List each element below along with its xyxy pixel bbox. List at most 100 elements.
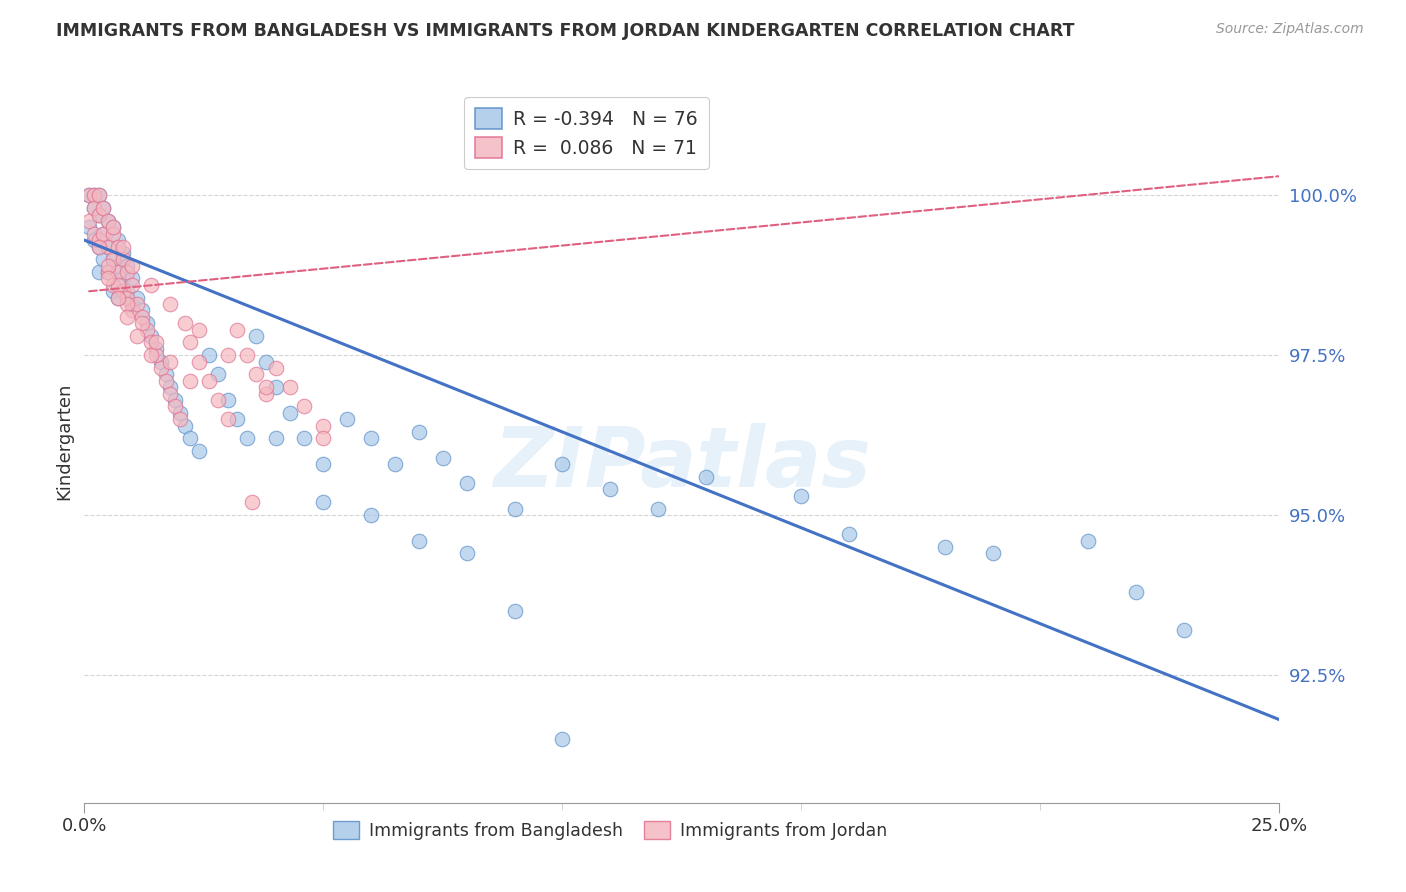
Point (111, 252, 134, 267)
Point (790, 489, 813, 503)
Point (551, 457, 574, 471)
Point (87, 239, 110, 253)
Point (83, 188, 105, 202)
Point (278, 380, 301, 394)
Point (155, 374, 177, 388)
Point (87, 233, 110, 247)
Point (125, 297, 148, 311)
Point (981, 546, 1004, 560)
Point (141, 335, 163, 350)
Point (83, 201, 105, 215)
Point (107, 291, 129, 305)
Point (1077, 533, 1099, 548)
Point (360, 431, 382, 445)
Point (83, 227, 105, 241)
Point (145, 342, 167, 356)
Point (117, 285, 139, 299)
Point (87, 208, 110, 222)
Point (101, 252, 124, 267)
Point (97, 239, 120, 253)
Text: IMMIGRANTS FROM BANGLADESH VS IMMIGRANTS FROM JORDAN KINDERGARTEN CORRELATION CH: IMMIGRANTS FROM BANGLADESH VS IMMIGRANTS… (56, 22, 1074, 40)
Point (135, 323, 157, 337)
Point (141, 348, 163, 362)
Point (245, 368, 267, 382)
Point (97, 265, 120, 279)
Point (503, 604, 526, 618)
Point (169, 406, 191, 420)
Point (145, 348, 167, 362)
Point (360, 508, 382, 522)
Point (173, 418, 195, 433)
Point (934, 540, 956, 554)
Text: Source: ZipAtlas.com: Source: ZipAtlas.com (1216, 22, 1364, 37)
Point (97, 265, 120, 279)
Point (77, 188, 100, 202)
Point (217, 412, 239, 426)
Point (77, 220, 100, 235)
Point (432, 450, 454, 465)
Point (87, 188, 110, 202)
Point (312, 457, 335, 471)
Point (135, 316, 157, 330)
Point (111, 285, 134, 299)
Point (101, 277, 124, 292)
Point (125, 291, 148, 305)
Point (384, 457, 406, 471)
Point (93, 252, 115, 267)
Point (165, 400, 187, 414)
Point (121, 277, 143, 292)
Point (131, 310, 153, 324)
Point (83, 188, 105, 202)
Point (179, 431, 201, 445)
Point (647, 501, 669, 516)
Point (77, 188, 100, 202)
Point (145, 335, 167, 350)
Point (125, 329, 148, 343)
Point (111, 246, 134, 260)
Point (599, 483, 621, 497)
Point (456, 476, 478, 491)
Point (93, 201, 115, 215)
Point (240, 495, 263, 509)
Point (312, 495, 335, 509)
Text: ZIPatlas: ZIPatlas (494, 423, 870, 504)
Point (149, 354, 172, 368)
Point (141, 329, 163, 343)
Point (207, 392, 229, 407)
Point (117, 265, 139, 279)
Point (207, 368, 229, 382)
Point (87, 239, 110, 253)
Point (93, 227, 115, 241)
Point (117, 291, 139, 305)
Point (159, 354, 181, 368)
Point (101, 285, 124, 299)
Point (551, 731, 574, 746)
Point (254, 386, 277, 401)
Point (226, 323, 249, 337)
Point (101, 252, 124, 267)
Point (278, 406, 301, 420)
Point (165, 392, 187, 407)
Point (155, 368, 177, 382)
Point (97, 214, 120, 228)
Point (159, 386, 181, 401)
Point (159, 380, 181, 394)
Point (117, 297, 139, 311)
Point (101, 220, 124, 235)
Point (312, 431, 335, 445)
Point (97, 214, 120, 228)
Point (121, 297, 143, 311)
Point (254, 354, 277, 368)
Point (111, 271, 134, 285)
Point (97, 239, 120, 253)
Point (695, 469, 717, 483)
Point (236, 431, 259, 445)
Point (336, 412, 359, 426)
Point (503, 501, 526, 516)
Point (131, 303, 153, 318)
Point (121, 271, 143, 285)
Point (173, 316, 195, 330)
Point (107, 233, 129, 247)
Point (169, 412, 191, 426)
Point (197, 374, 219, 388)
